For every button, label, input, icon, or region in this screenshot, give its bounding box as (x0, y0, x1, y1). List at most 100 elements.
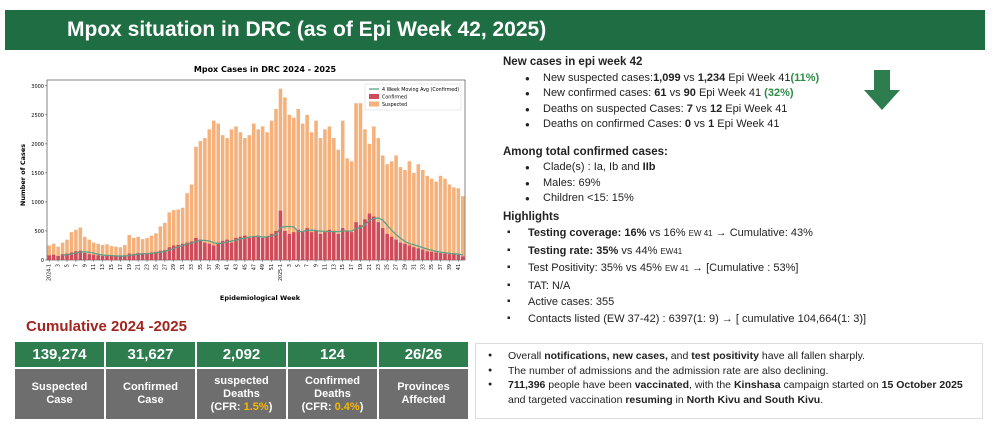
text-segment: Males: 69% (543, 176, 601, 189)
x-tick-label: 49 (260, 264, 266, 270)
bar (403, 170, 407, 260)
bar (256, 235, 261, 260)
bar (51, 243, 56, 260)
bar (434, 252, 438, 260)
card-label: Suspected Case (15, 369, 104, 419)
bar (136, 253, 140, 260)
bar (207, 129, 212, 260)
bar (340, 228, 345, 260)
bar (394, 239, 398, 260)
text-segment: The number of admissions and the admissi… (508, 364, 829, 377)
label-line: Confirmed (288, 375, 377, 388)
bar (69, 232, 74, 260)
bar (345, 158, 349, 260)
legend-swatch (369, 94, 379, 99)
bar (292, 232, 296, 260)
y-tick-label: 1500 (31, 171, 44, 177)
x-tick-label: 35 (198, 264, 204, 270)
bar (354, 222, 358, 260)
arrow-shape (864, 70, 900, 110)
text-segment: suspected (214, 374, 269, 387)
x-tick-label: 7 (305, 264, 311, 267)
stat-card: 2,092 suspected Deaths (CFR: 1.5%) (197, 342, 286, 419)
bar (203, 138, 207, 260)
text-segment: 1,234 (697, 71, 726, 84)
y-tick-label: 500 (34, 229, 44, 235)
bar (327, 126, 332, 260)
bar (225, 239, 229, 260)
x-tick-label: 37 (207, 264, 213, 270)
bar (438, 175, 443, 260)
bar (149, 252, 154, 260)
text-segment: vs (680, 71, 698, 84)
list-item: Clade(s) : Ia, Ib and IIb (503, 160, 923, 176)
y-tick-label: 2500 (31, 113, 44, 119)
text-segment: Epi Week 41 (725, 71, 791, 84)
bar (51, 254, 56, 260)
label-line: Suspected (15, 381, 104, 394)
x-tick-label: 11 (91, 264, 97, 270)
text-segment: North Kivu and South Kivu (686, 393, 821, 406)
bar (394, 155, 398, 260)
bar (114, 256, 118, 260)
bar (269, 120, 274, 260)
bar (323, 232, 327, 260)
text-segment: Children <15: 15% (543, 192, 634, 204)
bar (96, 243, 100, 260)
y-tick-label: 0 (41, 258, 44, 264)
text-segment: (CFR: (210, 400, 244, 413)
bar (456, 254, 461, 260)
text-segment: 12 (709, 102, 723, 115)
text-segment: Overall (508, 350, 545, 362)
bar (278, 88, 283, 260)
bar (367, 143, 372, 260)
bar (296, 229, 301, 260)
bar (78, 227, 83, 260)
label-line: Affected (379, 394, 468, 407)
x-tick-label: 27 (394, 264, 400, 270)
bar (105, 244, 109, 260)
text-segment: → [Cumulative : 53%] (688, 262, 799, 275)
bar (189, 241, 194, 260)
bar (425, 251, 429, 260)
bar (140, 239, 145, 260)
bar (345, 230, 349, 260)
text-segment: 61 (654, 87, 667, 99)
bar (229, 242, 234, 260)
bar (260, 126, 265, 260)
bar (256, 129, 261, 260)
x-tick-label: 41 (225, 264, 231, 270)
text-segment: Test Positivity: 35% vs 45% (528, 262, 665, 275)
text-segment: Epi Week 41 (695, 87, 765, 99)
bar (420, 249, 425, 260)
bar (118, 247, 123, 260)
text-segment: vaccinated (634, 379, 689, 391)
card-label: Confirmed Case (106, 369, 195, 419)
bar (447, 184, 452, 260)
x-tick-label: 5 (65, 264, 71, 267)
bar (398, 242, 403, 260)
bar (91, 242, 96, 260)
bar (69, 252, 74, 260)
bar (189, 184, 194, 260)
bar (243, 138, 247, 260)
section-heading: Highlights (503, 210, 560, 223)
x-tick-label: 29 (171, 264, 177, 270)
bar (65, 239, 69, 260)
legend-label: 4 Week Moving Avg (Confirmed) (382, 87, 459, 93)
bar (109, 246, 114, 260)
text-segment: have all fallen sharply. (758, 350, 865, 362)
x-tick-label: 17 (349, 264, 355, 270)
list-item: Testing coverage: 16% vs 16% EW 41 → Cum… (503, 225, 923, 243)
list-item: TAT: N/A (503, 278, 923, 295)
bar (96, 255, 100, 260)
bar (47, 255, 52, 260)
text-segment: notifications, new cases, (544, 350, 668, 362)
text-segment: (32%) (764, 87, 794, 99)
bar (460, 196, 465, 260)
x-tick-label: 43 (233, 264, 239, 270)
x-tick-label: 19 (358, 264, 364, 270)
bar (211, 245, 216, 260)
legend-label: Confirmed (382, 94, 407, 100)
bar (207, 243, 212, 260)
